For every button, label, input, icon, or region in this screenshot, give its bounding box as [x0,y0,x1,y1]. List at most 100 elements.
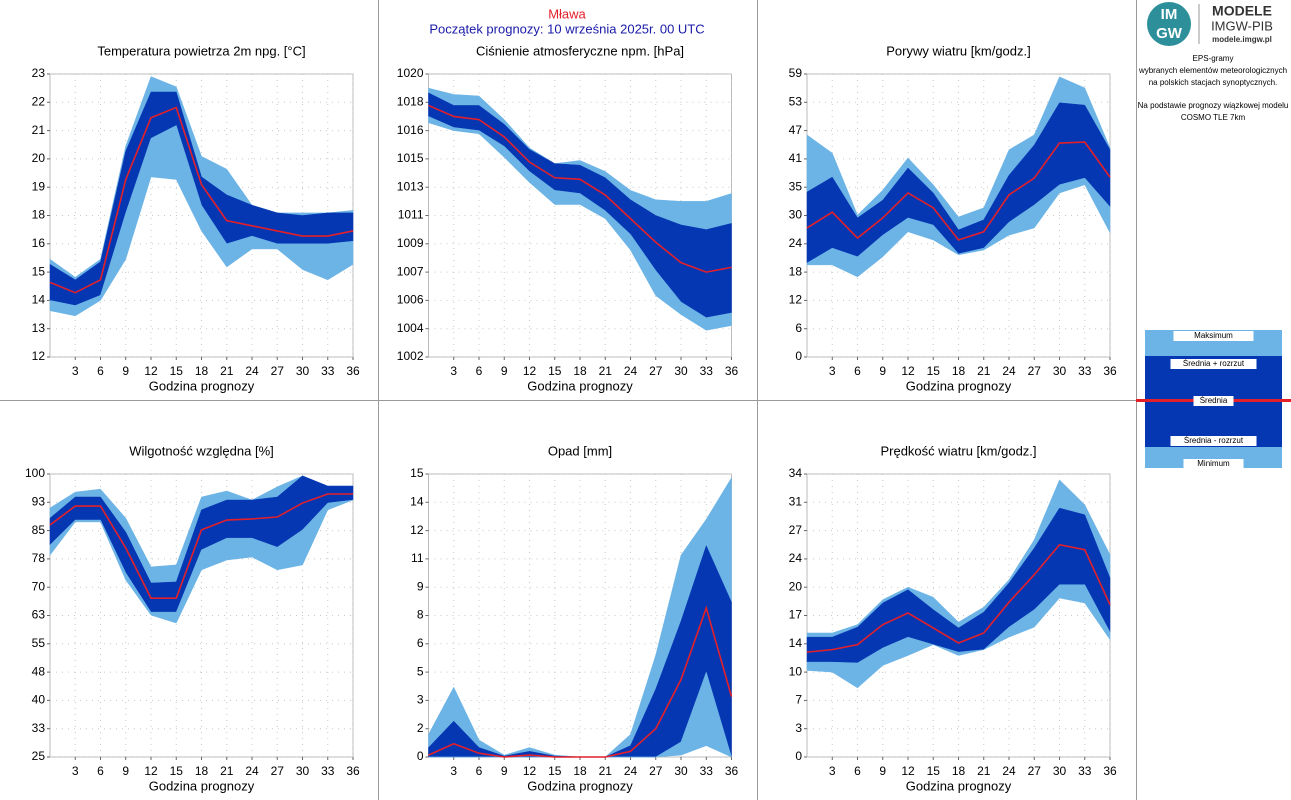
mean-line [806,543,1111,653]
x-tick-label: 24 [624,764,638,778]
y-tick-label: 3 [795,721,802,735]
x-tick-label: 33 [1078,764,1092,778]
y-tick-label: 23 [32,66,46,80]
y-tick-label: 55 [32,636,46,650]
x-tick-label: 33 [1078,364,1092,378]
x-tick-label: 6 [854,764,861,778]
chart: Wilgotność względna [%]Godzina prognozy2… [25,443,360,793]
y-tick-label: 1009 [397,236,424,250]
legend-label-bg [1193,396,1234,406]
chart-title: Porywy wiatru [km/godz.] [886,43,1031,58]
chart: Prędkość wiatru [km/godz.] Godzina progno… [789,443,1117,793]
y-tick-label: 1007 [397,264,424,278]
x-tick-label: 12 [144,764,158,778]
x-tick-label: 33 [700,364,714,378]
y-tick-label: 1013 [397,179,424,193]
y-tick-label: 0 [795,349,802,363]
mean-line [428,104,732,273]
y-tick-label: 12 [32,349,46,363]
band [806,584,1111,689]
y-tick-label: 59 [789,66,803,80]
info-text: Na podstawie prognozy wiązkowej modelu [1138,101,1289,110]
y-tick-label: 0 [417,749,424,763]
y-tick-label: 41 [789,151,803,165]
x-tick-label: 21 [599,364,613,378]
band [428,671,732,758]
x-tick-label: 9 [879,764,886,778]
y-tick-label: 9 [417,579,424,593]
y-tick-label: 8 [417,608,424,622]
y-tick-label: 93 [32,494,46,508]
y-tick-label: 1018 [397,94,424,108]
x-tick-label: 27 [271,764,285,778]
y-tick-label: 17 [789,608,803,622]
chart-title: Opad [mm] [548,443,612,458]
y-tick-label: 12 [789,293,803,307]
x-tick-label: 12 [901,764,915,778]
y-tick-label: 70 [32,579,46,593]
x-tick-label: 9 [122,364,129,378]
y-tick-label: 15 [32,264,46,278]
y-tick-label: 33 [32,721,46,735]
chart: Temperatura powietrza 2m npg. [°C] Godzin… [32,43,360,393]
y-tick-label: 14 [32,293,46,307]
x-tick-label: 27 [649,364,663,378]
y-tick-label: 30 [789,208,803,222]
x-tick-label: 6 [97,364,104,378]
legend-label: Średnia [1200,396,1228,405]
x-tick-label: 21 [220,364,234,378]
x-tick-label: 30 [674,364,688,378]
y-tick-label: 20 [789,579,803,593]
mean-line [428,605,733,758]
y-tick-label: 18 [789,264,803,278]
logo-circle [1147,2,1191,46]
band [49,499,354,624]
y-tick-label: 19 [32,179,46,193]
y-tick-label: 53 [789,94,803,108]
x-tick-label: 15 [927,764,941,778]
x-tick-label: 18 [952,364,966,378]
x-tick-label: 21 [977,764,991,778]
y-tick-label: 1015 [397,151,424,165]
logo-url: modele.imgw.pl [1212,35,1272,44]
x-tick-label: 12 [144,364,158,378]
chart: Opad [mm] Godzina prognozy 0 2 3 5 6 8 9 11 12 14 15… [410,443,738,793]
y-tick-label: 0 [795,749,802,763]
y-tick-label: 12 [410,523,424,537]
x-tick-label: 36 [346,764,360,778]
mean-line [806,141,1111,241]
x-tick-label: 18 [195,364,209,378]
x-tick-label: 6 [476,764,483,778]
x-tick-label: 18 [573,764,587,778]
x-tick-label: 15 [548,364,562,378]
y-tick-label: 1020 [397,66,424,80]
x-tick-label: 15 [548,764,562,778]
legend-label-bg [1170,359,1257,369]
legend-label: Minimum [1197,459,1230,468]
x-tick-label: 30 [674,764,688,778]
y-tick-label: 34 [789,466,803,480]
x-tick-label: 36 [1103,764,1117,778]
y-tick-label: 63 [32,608,46,622]
x-tick-label: 24 [245,364,259,378]
x-tick-label: 36 [725,764,739,778]
x-axis-label: Godzina prognozy [906,378,1012,393]
x-tick-label: 3 [72,364,79,378]
y-tick-label: 24 [789,551,803,565]
x-tick-label: 18 [952,764,966,778]
x-tick-label: 21 [977,364,991,378]
x-tick-label: 36 [1103,364,1117,378]
x-tick-label: 36 [346,364,360,378]
legend-label: Maksimum [1194,331,1233,340]
y-tick-label: 40 [32,693,46,707]
x-axis-label: Godzina prognozy [527,378,633,393]
band [806,177,1111,278]
x-tick-label: 12 [901,364,915,378]
x-tick-label: 24 [624,364,638,378]
x-tick-label: 15 [927,364,941,378]
x-tick-label: 3 [829,364,836,378]
chart: Porywy wiatru [km/godz.] Godzina prognozy… [789,43,1117,393]
y-tick-label: 13 [32,321,46,335]
x-tick-label: 27 [649,764,663,778]
subtitle: Początek prognozy: 10 września 2025r. 00… [429,21,704,36]
